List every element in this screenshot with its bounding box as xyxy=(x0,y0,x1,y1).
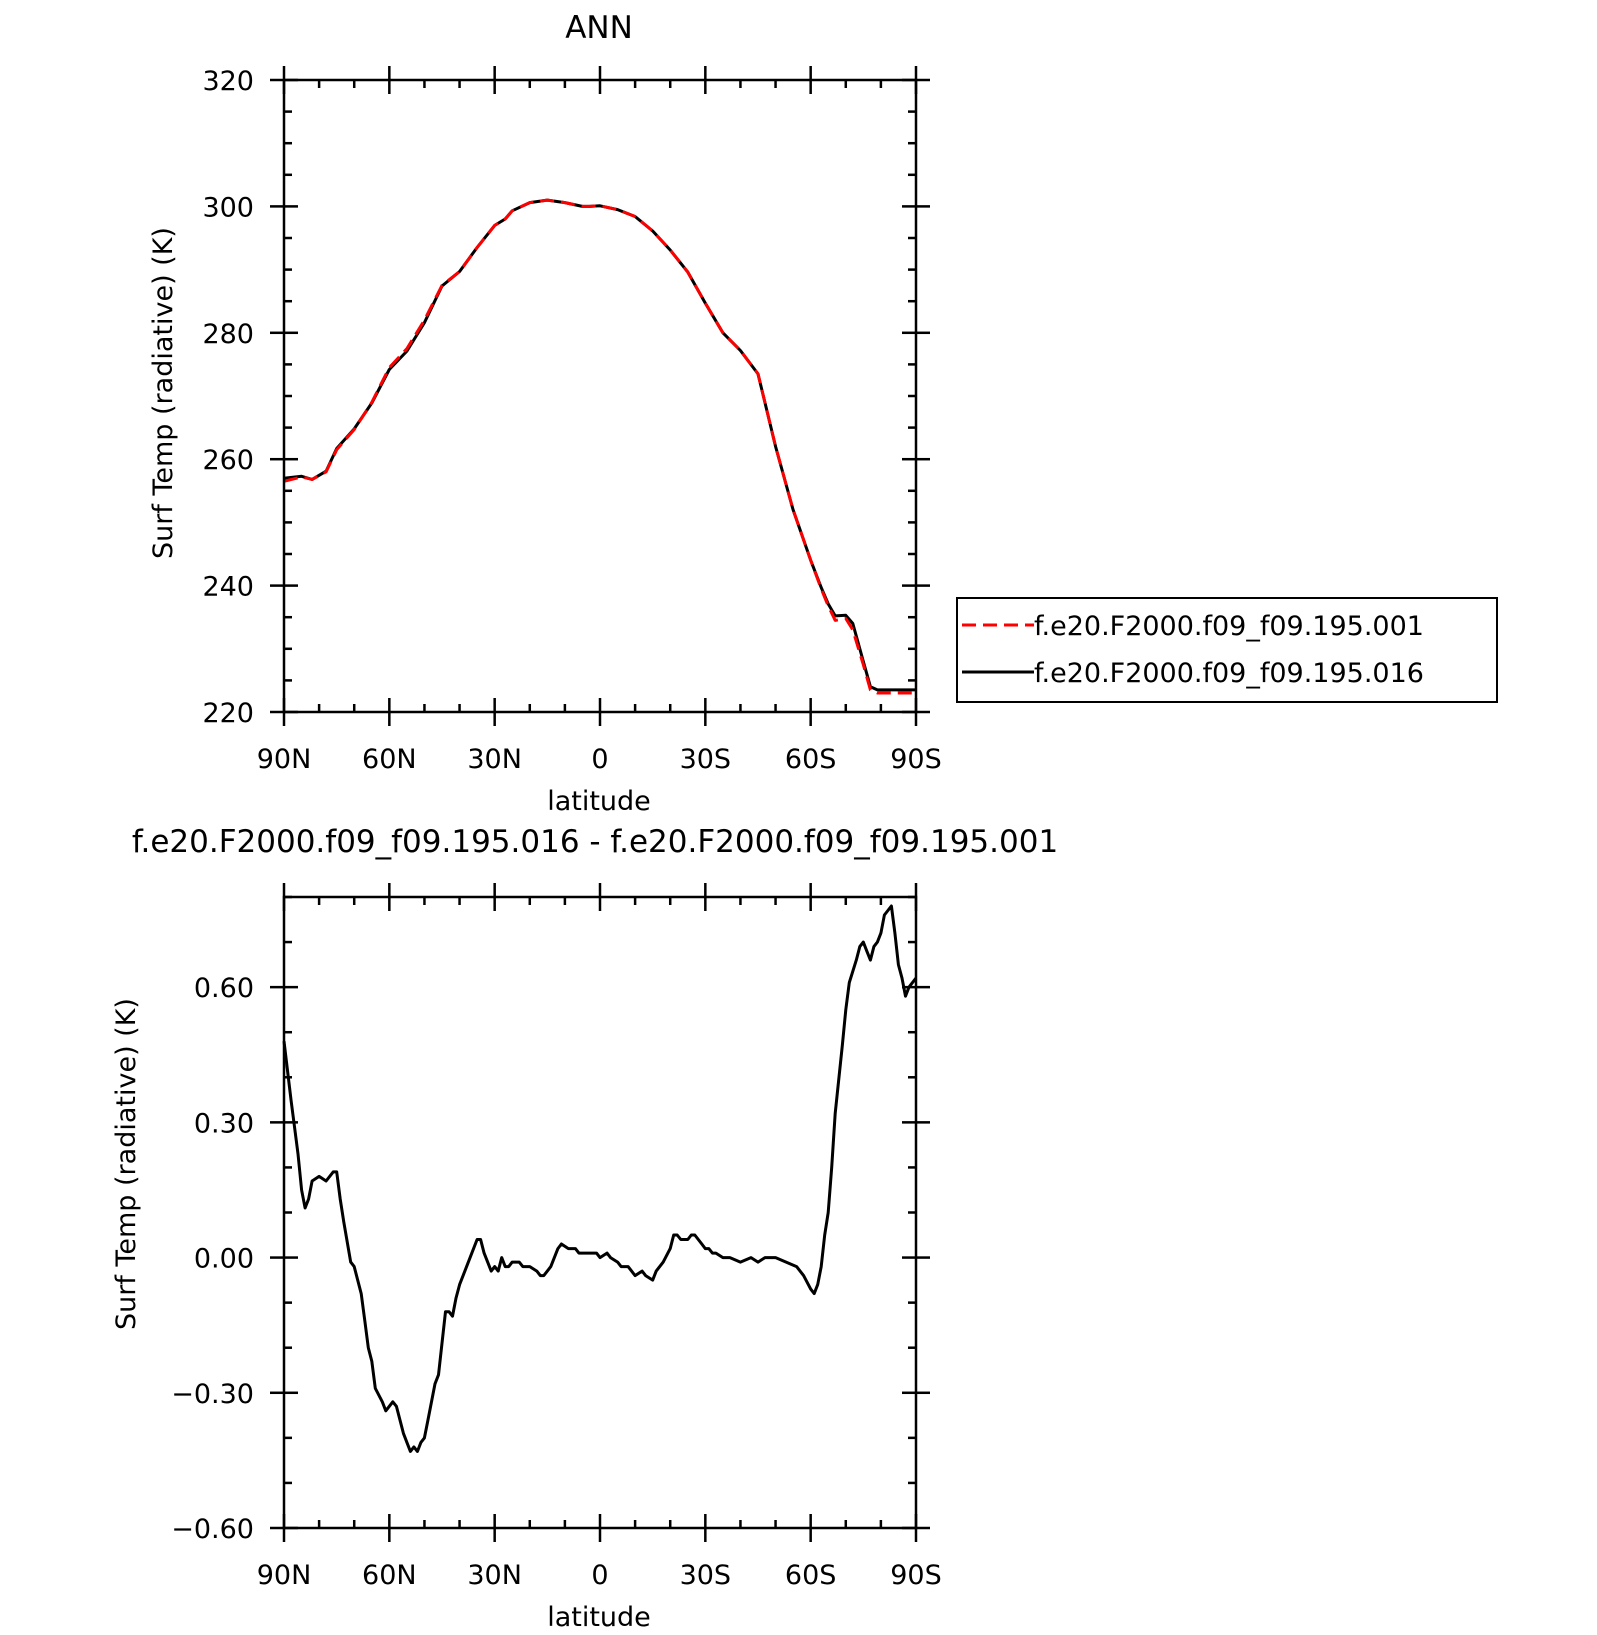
bottom-chart-ticks xyxy=(270,883,930,1542)
y-tick-label: 220 xyxy=(202,698,254,729)
y-tick-label: −0.30 xyxy=(171,1379,254,1410)
x-tick-label: 90S xyxy=(890,744,942,775)
bottom-chart-plot-frame xyxy=(282,895,918,1530)
x-tick-label: 0 xyxy=(591,1560,608,1591)
top-chart-plot-frame xyxy=(282,78,918,714)
x-tick-label: 60N xyxy=(362,744,417,775)
y-tick-label: 260 xyxy=(202,445,254,476)
x-tick-label: 90N xyxy=(257,1560,312,1591)
y-tick-label: 240 xyxy=(202,572,254,603)
top-chart-ylabel: Surf Temp (radiative) (K) xyxy=(148,227,179,559)
legend-label-series-1: f.e20.F2000.f09_f09.195.001 xyxy=(1034,611,1424,642)
series-line-1 xyxy=(282,904,918,1453)
x-tick-label: 30S xyxy=(680,744,732,775)
series-line-1 xyxy=(283,198,916,695)
y-tick-label: 0.30 xyxy=(194,1108,254,1139)
x-tick-label: 60S xyxy=(785,1560,837,1591)
legend-label-series-2: f.e20.F2000.f09_f09.195.016 xyxy=(1034,658,1424,689)
top-chart-series xyxy=(283,198,916,695)
x-tick-label: 90S xyxy=(890,1560,942,1591)
y-tick-label: 280 xyxy=(202,319,254,350)
bottom-chart-tick-labels: 90N 60N 30N 0 30S 60S 90S 0.60 0.30 0.00 −0.30 −0.6… xyxy=(171,973,942,1591)
x-tick-label: 30S xyxy=(680,1560,732,1591)
x-tick-label: 90N xyxy=(257,744,312,775)
y-tick-label: 320 xyxy=(202,66,254,97)
y-tick-label: 0.60 xyxy=(194,973,254,1004)
bottom-chart-series xyxy=(282,904,918,1453)
bottom-chart-title-text: f.e20.F2000.f09_f09.195.016 - f.e20.F200… xyxy=(132,824,1058,860)
x-tick-label: 30N xyxy=(467,744,522,775)
legend-box xyxy=(956,597,1498,703)
top-chart-title: ANN xyxy=(565,10,633,46)
bottom-chart-xlabel: latitude xyxy=(547,1602,651,1633)
bottom-chart: f.e20.F2000.f09_f09.195.016 - f.e20.F200… xyxy=(111,824,1058,1633)
y-tick-label: 300 xyxy=(202,192,254,223)
x-tick-label: 0 xyxy=(591,744,608,775)
x-tick-label: 60N xyxy=(362,1560,417,1591)
y-tick-label: −0.60 xyxy=(171,1514,254,1545)
top-chart-ticks xyxy=(270,66,930,726)
x-tick-label: 30N xyxy=(467,1560,522,1591)
bottom-chart-ylabel: Surf Temp (radiative) (K) xyxy=(111,998,142,1330)
top-chart-xlabel: latitude xyxy=(547,786,651,817)
series-line-2 xyxy=(283,198,916,692)
top-chart: ANN Surf Temp (radiative) (K) latitude 9… xyxy=(148,10,1498,817)
legend: f.e20.F2000.f09_f09.195.001 f.e20.F2000.… xyxy=(956,597,1498,703)
bottom-chart-title: f.e20.F2000.f09_f09.195.016 - f.e20.F200… xyxy=(132,824,1058,860)
x-tick-label: 60S xyxy=(785,744,837,775)
y-tick-label: 0.00 xyxy=(194,1244,254,1275)
top-chart-tick-labels: 90N 60N 30N 0 30S 60S 90S 320 300 280 260 240 220 xyxy=(202,66,941,775)
